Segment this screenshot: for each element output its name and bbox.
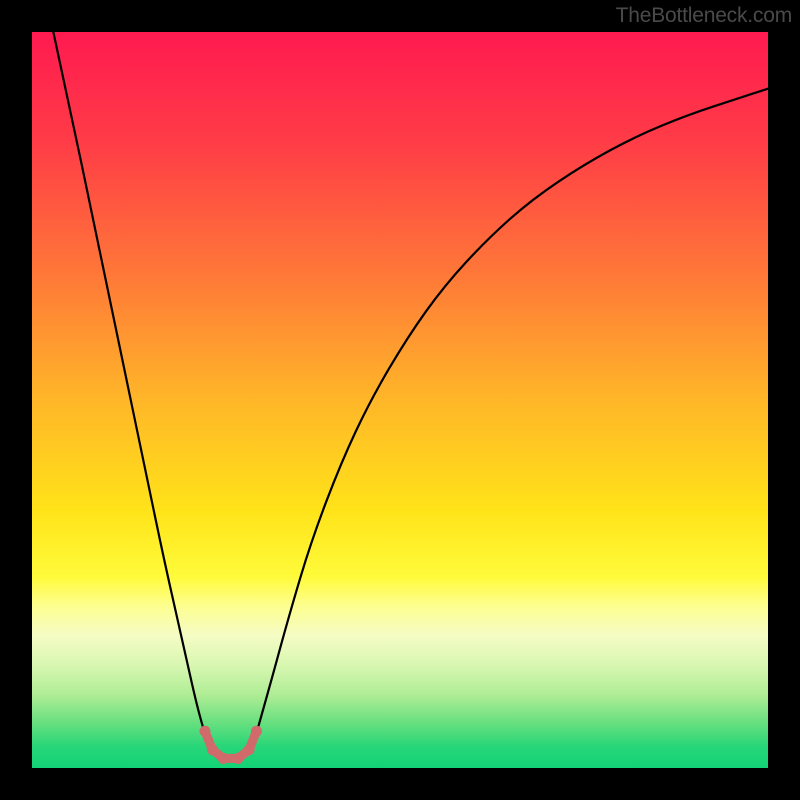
dip-marker (251, 726, 262, 737)
dip-marker (218, 753, 229, 764)
bottleneck-chart (32, 32, 768, 768)
dip-marker (233, 753, 244, 764)
chart-background (32, 32, 768, 768)
watermark-label: TheBottleneck.com (616, 4, 792, 28)
dip-marker (207, 744, 218, 755)
dip-marker (199, 726, 210, 737)
chart-canvas: TheBottleneck.com (0, 0, 800, 800)
dip-marker (244, 744, 255, 755)
chart-frame (32, 32, 768, 768)
